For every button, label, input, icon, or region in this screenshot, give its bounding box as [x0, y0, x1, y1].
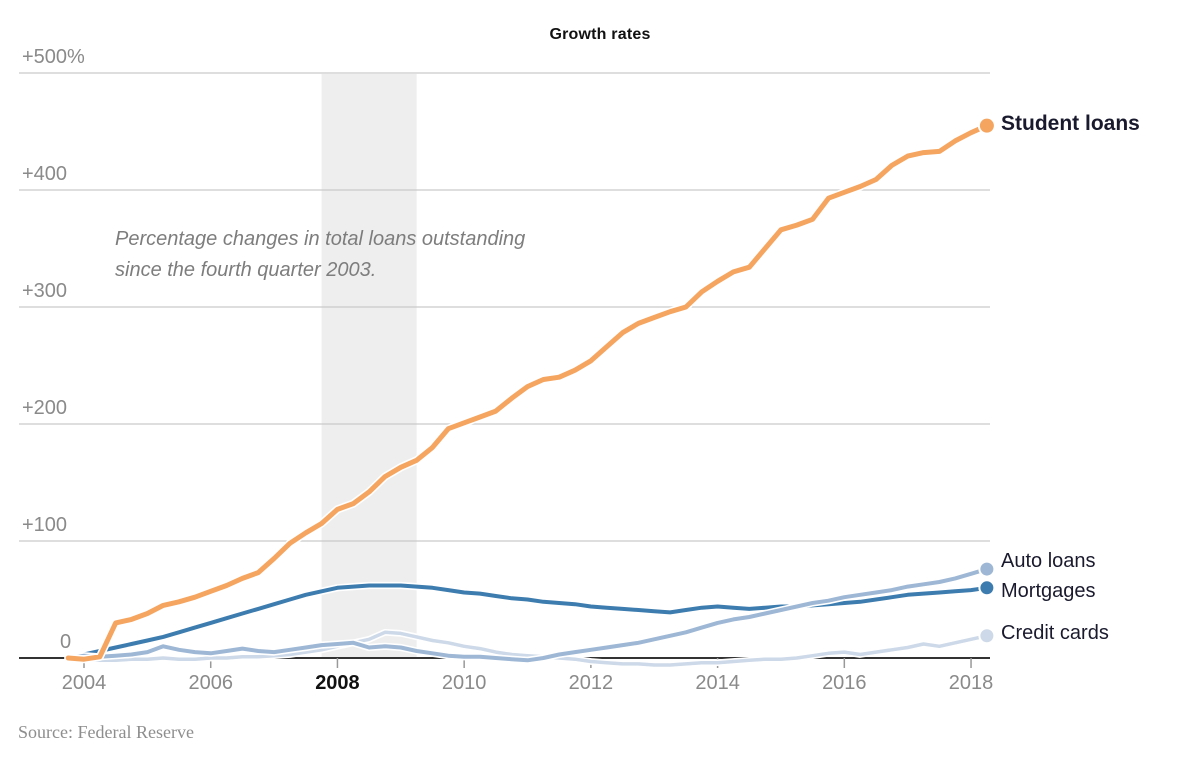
end-dot-student-loans — [979, 118, 994, 133]
x-axis-label-2018: 2018 — [948, 672, 994, 694]
legend-label-student-loans: Student loans — [1001, 112, 1140, 135]
y-axis-label-400: +400 — [22, 163, 68, 185]
x-axis-label-2004: 2004 — [61, 672, 107, 694]
legend-label-mortgages: Mortgages — [1001, 580, 1096, 602]
line-student-loans — [65, 123, 990, 662]
y-axis-label-100: +100 — [22, 514, 68, 536]
line-mortgages — [66, 583, 989, 660]
legend-label-auto-loans: Auto loans — [1001, 550, 1096, 572]
y-axis-label-0: 0 — [60, 631, 72, 653]
x-axis-label-2008: 2008 — [315, 672, 360, 694]
x-axis-label-2006: 2006 — [188, 672, 233, 694]
line-auto-loans — [66, 567, 989, 663]
chart-title: Growth rates — [549, 26, 651, 43]
y-axis-label-300: +300 — [22, 280, 68, 302]
end-dot-credit-cards — [980, 629, 994, 643]
x-axis-label-2014: 2014 — [695, 672, 740, 694]
legend-label-credit-cards: Credit cards — [1001, 622, 1109, 644]
annotation-line-2: since the fourth quarter 2003. — [115, 259, 377, 281]
y-axis-label-200: +200 — [22, 397, 68, 419]
end-dot-mortgages — [980, 581, 994, 595]
source-credit: Source: Federal Reserve — [18, 722, 194, 742]
chart-annotation: Percentage changes in total loans outsta… — [115, 224, 525, 286]
y-axis-label-500: +500% — [22, 46, 85, 68]
x-axis-label-2010: 2010 — [441, 672, 487, 694]
line-casing — [64, 565, 991, 664]
x-axis-label-2012: 2012 — [568, 672, 614, 694]
line-casing — [64, 121, 992, 664]
end-dot-auto-loans — [980, 562, 994, 576]
x-axis-label-2016: 2016 — [822, 672, 867, 694]
line-credit-cards — [66, 630, 989, 667]
recession-band — [321, 74, 417, 658]
annotation-line-1: Percentage changes in total loans outsta… — [115, 228, 526, 250]
